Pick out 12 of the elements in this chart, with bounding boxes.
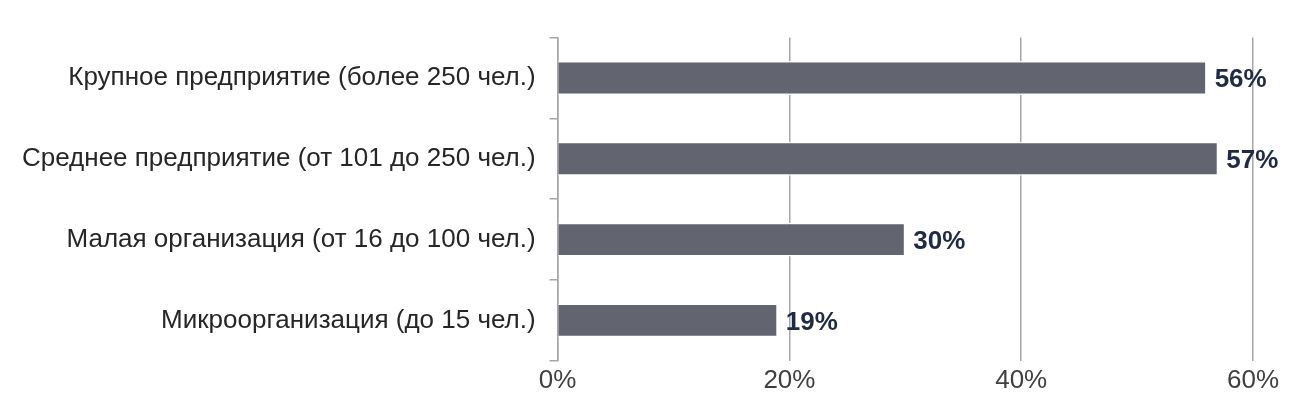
y-tick-label: Малая организация (от 16 до 100 чел.) bbox=[66, 222, 536, 253]
x-tick-label: 0% bbox=[538, 363, 577, 394]
y-tick-label: Крупное предприятие (более 250 чел.) bbox=[68, 61, 536, 92]
data-label: 56% bbox=[1214, 63, 1267, 94]
data-label: 30% bbox=[913, 224, 966, 255]
x-tick-label: 60% bbox=[1226, 363, 1280, 394]
y-tick-label: Микроорганизация (до 15 чел.) bbox=[160, 303, 536, 334]
x-tick-label: 20% bbox=[763, 363, 816, 394]
y-tick-label: Среднее предприятие (от 101 до 250 чел.) bbox=[22, 141, 536, 172]
data-label: 57% bbox=[1226, 143, 1279, 174]
data-label: 19% bbox=[785, 305, 838, 336]
x-tick-label: 40% bbox=[995, 363, 1048, 394]
